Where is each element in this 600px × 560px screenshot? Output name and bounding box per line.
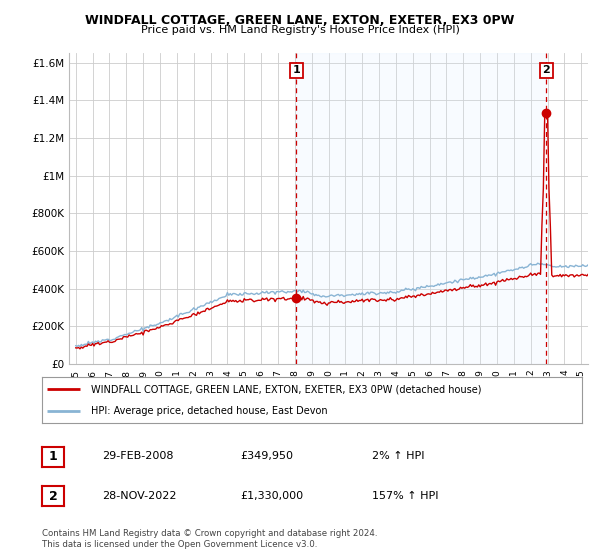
Bar: [296, 53, 546, 364]
Text: WINDFALL COTTAGE, GREEN LANE, EXTON, EXETER, EX3 0PW: WINDFALL COTTAGE, GREEN LANE, EXTON, EXE…: [85, 14, 515, 27]
Text: HPI: Average price, detached house, East Devon: HPI: Average price, detached house, East…: [91, 407, 327, 416]
Text: 1: 1: [292, 66, 300, 75]
Text: 1: 1: [49, 450, 58, 464]
Text: 28-NOV-2022: 28-NOV-2022: [102, 491, 176, 501]
Text: 157% ↑ HPI: 157% ↑ HPI: [372, 491, 439, 501]
Text: £1,330,000: £1,330,000: [240, 491, 303, 501]
Text: 2% ↑ HPI: 2% ↑ HPI: [372, 451, 425, 461]
Text: 2: 2: [542, 66, 550, 75]
Text: £349,950: £349,950: [240, 451, 293, 461]
Text: WINDFALL COTTAGE, GREEN LANE, EXTON, EXETER, EX3 0PW (detached house): WINDFALL COTTAGE, GREEN LANE, EXTON, EXE…: [91, 384, 481, 394]
Text: Contains HM Land Registry data © Crown copyright and database right 2024.
This d: Contains HM Land Registry data © Crown c…: [42, 529, 377, 549]
Text: Price paid vs. HM Land Registry's House Price Index (HPI): Price paid vs. HM Land Registry's House …: [140, 25, 460, 35]
Text: 29-FEB-2008: 29-FEB-2008: [102, 451, 173, 461]
Text: 2: 2: [49, 489, 58, 503]
